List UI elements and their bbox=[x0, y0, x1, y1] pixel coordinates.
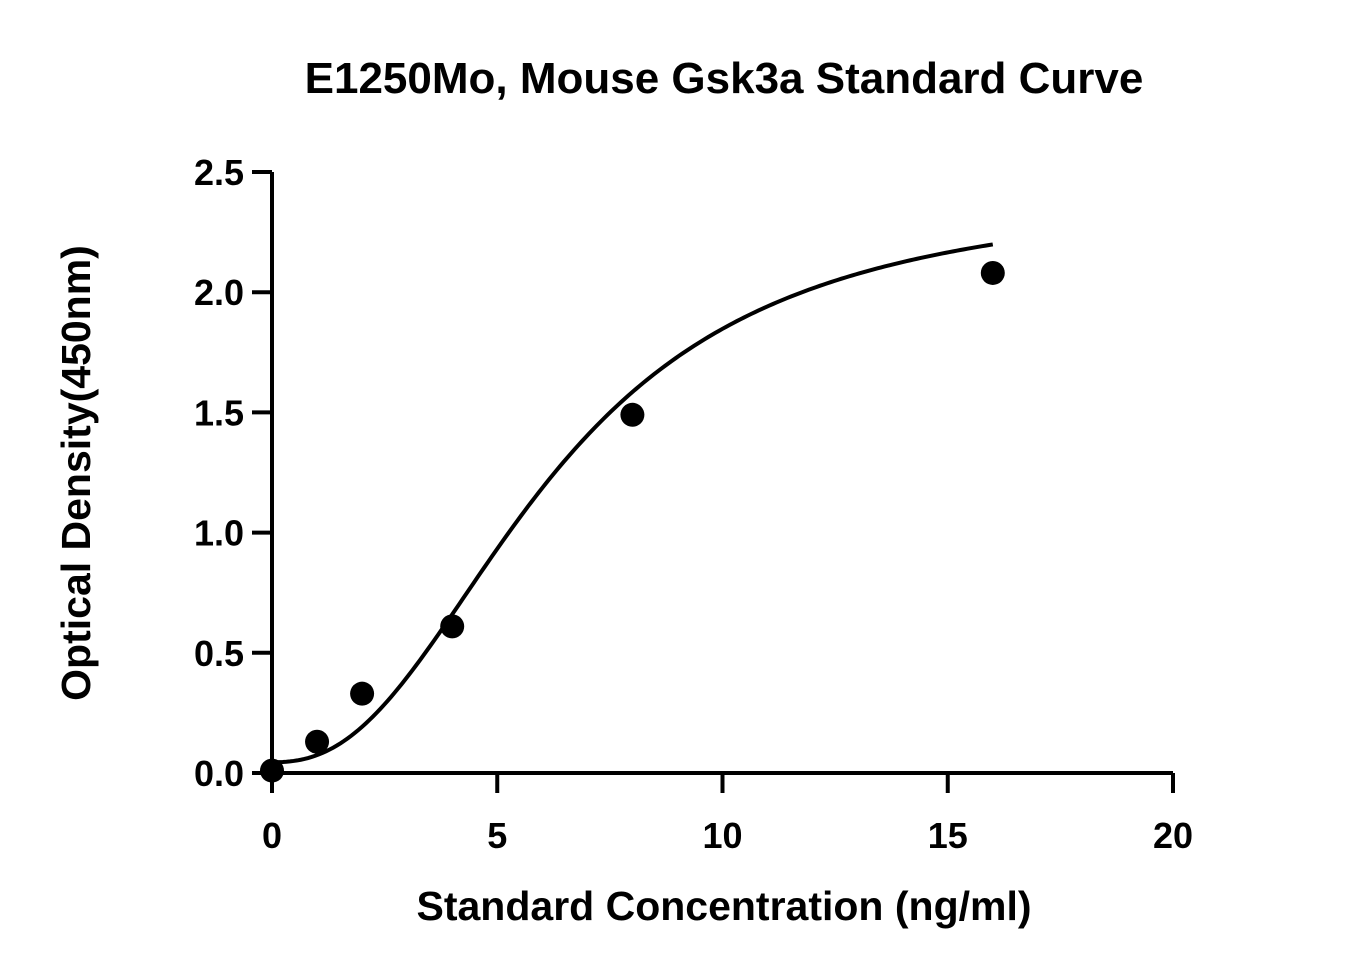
x-tick-label: 10 bbox=[702, 815, 742, 856]
data-point bbox=[305, 729, 330, 754]
y-tick-label: 2.0 bbox=[194, 272, 244, 313]
x-tick-label: 15 bbox=[928, 815, 968, 856]
data-point bbox=[620, 402, 645, 427]
x-ticks: 0 5 10 15 20 bbox=[262, 773, 1193, 856]
data-point bbox=[260, 758, 284, 783]
data-point bbox=[980, 260, 1005, 285]
y-tick-label: 0.0 bbox=[194, 753, 244, 794]
y-ticks: 0.0 0.5 1.0 1.5 2.0 2.5 bbox=[194, 152, 272, 794]
data-point bbox=[440, 614, 465, 639]
fit-curve bbox=[271, 242, 994, 765]
y-axis-label: Optical Density(450nm) bbox=[53, 245, 99, 701]
y-tick-label: 0.5 bbox=[194, 633, 244, 674]
data-point bbox=[350, 681, 375, 706]
data-points bbox=[260, 260, 1005, 783]
x-axis-label: Standard Concentration (ng/ml) bbox=[417, 883, 1032, 929]
x-tick-label: 20 bbox=[1153, 815, 1193, 856]
y-tick-label: 2.5 bbox=[194, 152, 244, 193]
x-tick-label: 5 bbox=[487, 815, 507, 856]
chart-title: E1250Mo, Mouse Gsk3a Standard Curve bbox=[305, 54, 1144, 103]
y-tick-label: 1.5 bbox=[194, 392, 244, 433]
y-tick-label: 1.0 bbox=[194, 513, 244, 554]
x-tick-label: 0 bbox=[262, 815, 282, 856]
